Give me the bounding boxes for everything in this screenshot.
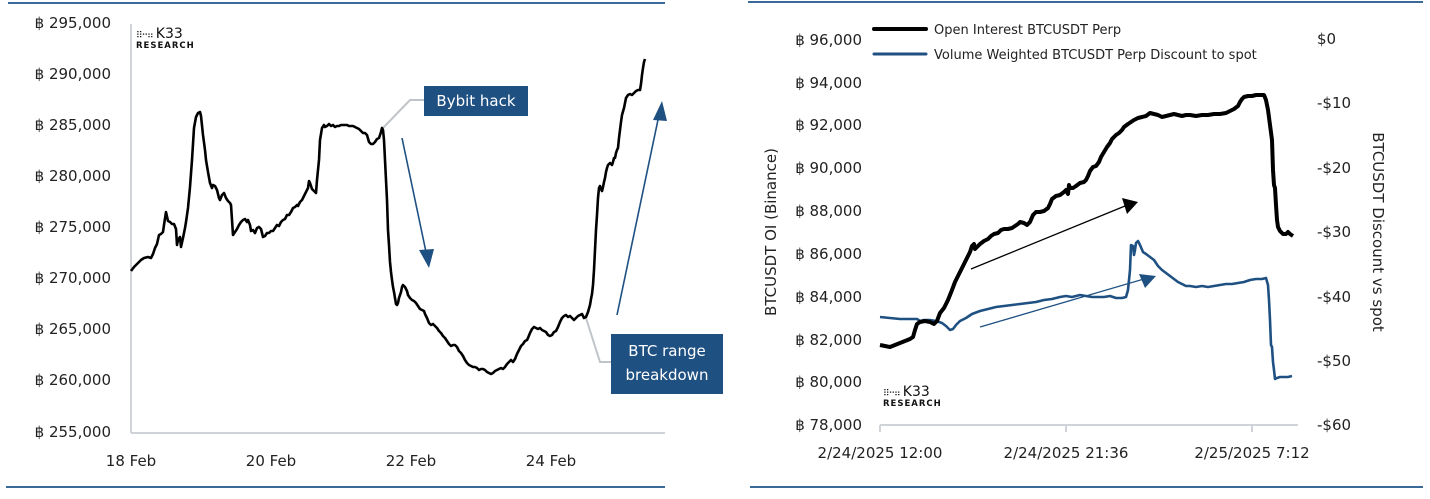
x-tick: 2/24/2025 12:00: [818, 444, 943, 462]
bybit-hack-callout: Bybit hack: [424, 86, 528, 116]
y-left-axis-title: BTCUSDT OI (Binance): [762, 148, 780, 316]
y-left-tick: ฿ 86,000: [795, 245, 862, 263]
breakdown-label-line1: BTC range: [628, 342, 706, 360]
y-tick: ฿ 295,000: [35, 14, 111, 32]
x-tick: 18 Feb: [106, 452, 156, 470]
logo-research-text: RESEARCH: [883, 399, 942, 409]
y-tick: ฿ 260,000: [35, 371, 111, 389]
btc-range-breakdown-callout: BTC range breakdown: [611, 334, 723, 394]
bottom-rule-left: [6, 486, 665, 488]
x-tick: 20 Feb: [246, 452, 296, 470]
y-left-tick: ฿ 82,000: [795, 331, 862, 349]
top-rule-left: [8, 2, 665, 4]
up-trend-arrow: [616, 114, 660, 316]
y-left-tick: ฿ 78,000: [795, 416, 862, 434]
y-tick: ฿ 285,000: [35, 116, 111, 134]
y-right-tick: -$50: [1317, 352, 1351, 370]
y-left-tick: ฿ 96,000: [795, 31, 862, 49]
discount-trend-arrow: [979, 278, 1145, 328]
bybit-hack-label: Bybit hack: [436, 92, 516, 110]
y-tick: ฿ 275,000: [35, 218, 111, 236]
bybit-callout-line: [382, 99, 425, 129]
k33-logo-mark-icon: ⠿⠒⠶: [136, 31, 154, 41]
y-tick: ฿ 255,000: [35, 423, 111, 441]
y-right-tick: -$30: [1317, 223, 1351, 241]
y-left-tick: ฿ 94,000: [795, 74, 862, 92]
y-right-tick: -$60: [1317, 416, 1351, 434]
legend-oi-label: Open Interest BTCUSDT Perp: [934, 23, 1121, 38]
y-right-tick: -$10: [1317, 94, 1351, 112]
breakdown-callout-line: [585, 317, 612, 363]
k33-logo-mark-icon: ⠿⠒⠶: [883, 389, 901, 399]
k33-research-logo: ⠿⠒⠶ K33 RESEARCH: [883, 383, 942, 409]
bottom-rule-right: [750, 486, 1423, 488]
y-right-tick: $0: [1317, 30, 1336, 48]
discount-line: [879, 239, 1293, 381]
btc-price-line: [129, 58, 647, 376]
y-left-tick: ฿ 84,000: [795, 288, 862, 306]
down-trend-arrow: [401, 137, 427, 253]
btc-price-chart: ฿ 295,000 ฿ 290,000 ฿ 285,000 ฿ 280,000 …: [0, 0, 723, 495]
btc-price-plot: ฿ 295,000 ฿ 290,000 ฿ 285,000 ฿ 280,000 …: [35, 14, 667, 470]
y-right-tick: -$40: [1317, 288, 1351, 306]
logo-k33-text: K33: [902, 384, 930, 400]
logo-k33-text: K33: [155, 26, 183, 42]
logo-research-text: RESEARCH: [136, 41, 195, 51]
y-tick: ฿ 265,000: [35, 320, 111, 338]
top-rule-right: [748, 1, 1423, 3]
y-left-tick: ฿ 88,000: [795, 202, 862, 220]
breakdown-label-line2: breakdown: [625, 366, 709, 384]
x-tick: 22 Feb: [386, 452, 436, 470]
y-left-tick: ฿ 90,000: [795, 159, 862, 177]
discount-trend-arrowhead-icon: [1139, 274, 1156, 288]
y-right-tick: -$20: [1317, 159, 1351, 177]
x-tick: 2/24/2025 21:36: [1004, 444, 1129, 462]
y-tick: ฿ 290,000: [35, 65, 111, 83]
down-arrowhead-icon: [419, 249, 434, 268]
y-tick: ฿ 270,000: [35, 269, 111, 287]
y-left-tick: ฿ 80,000: [795, 373, 862, 391]
x-tick: 2/25/2025 7:12: [1194, 444, 1309, 462]
k33-research-logo: ⠿⠒⠶ K33 RESEARCH: [136, 25, 195, 51]
oi-trend-arrow: [970, 205, 1126, 270]
open-interest-line: [879, 93, 1295, 349]
oi-trend-arrowhead-icon: [1122, 198, 1138, 214]
y-right-axis-title: BTCUSDT Discount vs spot: [1369, 132, 1387, 332]
y-left-tick: ฿ 92,000: [795, 116, 862, 134]
x-tick: 24 Feb: [526, 452, 576, 470]
up-arrowhead-icon: [653, 101, 667, 121]
legend-discount-label: Volume Weighted BTCUSDT Perp Discount to…: [934, 48, 1257, 63]
y-tick: ฿ 280,000: [35, 167, 111, 185]
